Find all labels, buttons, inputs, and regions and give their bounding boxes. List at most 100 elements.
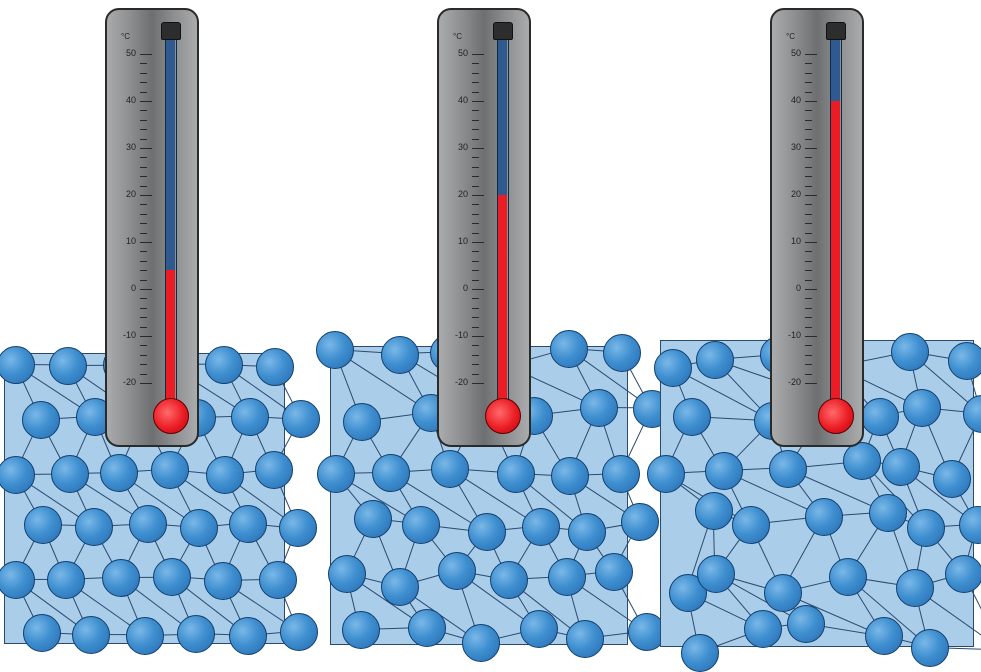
lattice-atom	[280, 613, 318, 651]
thermometer-tick-major	[140, 383, 152, 384]
thermometer-scale-label: 30	[116, 142, 136, 152]
thermometer-tick-minor	[140, 139, 147, 140]
thermometer-tick-minor	[140, 204, 147, 205]
thermometer-tick-major	[472, 383, 484, 384]
thermometer-scale-label: 30	[781, 142, 801, 152]
lattice-atom	[47, 561, 85, 599]
thermometer-tick-minor	[140, 82, 147, 83]
thermometer-tick-major	[140, 336, 152, 337]
thermometer-tick-minor	[140, 233, 147, 234]
lattice-atom	[769, 450, 807, 488]
thermometer-tick-minor	[472, 298, 479, 299]
lattice-atom	[438, 552, 476, 590]
thermometer-tick-minor	[140, 73, 147, 74]
lattice-atom	[948, 342, 981, 380]
thermometer-scale-label: 0	[781, 283, 801, 293]
thermometer-tick-minor	[805, 364, 812, 365]
thermometer-tick-minor	[472, 223, 479, 224]
thermometer-cap	[493, 22, 513, 40]
lattice-atom	[372, 454, 410, 492]
lattice-atom	[744, 610, 782, 648]
thermometer-tick-minor	[805, 298, 812, 299]
thermometer-tick-minor	[140, 176, 147, 177]
thermometer-tick-major	[472, 195, 484, 196]
thermometer-scale-label: 50	[781, 48, 801, 58]
lattice-atom	[381, 568, 419, 606]
lattice-atom	[550, 330, 588, 368]
thermometer-tick-minor	[472, 355, 479, 356]
thermometer-tick-minor	[140, 214, 147, 215]
lattice-atom	[933, 460, 971, 498]
thermometer-tick-minor	[140, 298, 147, 299]
thermometer-tick-minor	[805, 308, 812, 309]
lattice-atom	[259, 561, 297, 599]
lattice-atom	[282, 400, 320, 438]
thermometer: °C-20-1001020304050	[105, 8, 195, 443]
lattice-atom	[256, 348, 294, 386]
thermometer-tick-major	[140, 54, 152, 55]
lattice-atom	[891, 333, 929, 371]
thermometer-scale-label: -10	[781, 330, 801, 340]
thermometer-tick-minor	[472, 82, 479, 83]
thermometer-tick-major	[472, 148, 484, 149]
thermometer-tick-minor	[472, 308, 479, 309]
thermometer-tick-major	[472, 54, 484, 55]
lattice-atom	[204, 562, 242, 600]
thermometer-bulb	[153, 398, 189, 434]
lattice-atom	[566, 620, 604, 658]
thermometer-tick-minor	[805, 157, 812, 158]
thermometer-tick-minor	[805, 251, 812, 252]
lattice-atom	[911, 629, 949, 667]
thermometer-scale-label: 50	[448, 48, 468, 58]
lattice-atom	[102, 559, 140, 597]
thermometer-tick-minor	[472, 139, 479, 140]
thermometer-scale-label: 10	[116, 236, 136, 246]
thermometer-tick-minor	[472, 204, 479, 205]
thermometer-scale-label: 20	[781, 189, 801, 199]
thermometer-tick-minor	[805, 129, 812, 130]
lattice-atom	[697, 555, 735, 593]
thermometer-scale-label: 40	[781, 95, 801, 105]
lattice-atom	[151, 451, 189, 489]
thermometer-tick-minor	[805, 327, 812, 328]
lattice-atom	[654, 349, 692, 387]
lattice-atom	[177, 615, 215, 653]
lattice-atom	[705, 452, 743, 490]
lattice-atom	[551, 457, 589, 495]
thermometer-tick-minor	[472, 327, 479, 328]
lattice-atom	[764, 574, 802, 612]
thermometer-tick-minor	[472, 374, 479, 375]
lattice-atom	[805, 498, 843, 536]
thermometer-scale-label: -20	[448, 377, 468, 387]
thermometer-scale-label: 50	[116, 48, 136, 58]
lattice-atom	[0, 561, 35, 599]
thermometer-tick-minor	[472, 167, 479, 168]
thermometer-unit-label: °C	[786, 32, 795, 41]
thermometer-scale-label: 20	[116, 189, 136, 199]
lattice-atom	[603, 334, 641, 372]
thermometer-tick-minor	[472, 317, 479, 318]
lattice-atom	[861, 398, 899, 436]
thermometer-tick-major	[140, 101, 152, 102]
lattice-atom	[75, 508, 113, 546]
thermometer-tick-minor	[140, 251, 147, 252]
thermometer-scale-label: 40	[448, 95, 468, 105]
lattice-atom	[869, 494, 907, 532]
thermometer-tick-major	[140, 242, 152, 243]
thermometer-tick-minor	[805, 139, 812, 140]
thermometer-tick-minor	[805, 204, 812, 205]
thermometer-tick-major	[805, 148, 817, 149]
thermometer-scale-label: -20	[116, 377, 136, 387]
lattice-atom	[343, 403, 381, 441]
thermometer-tick-minor	[140, 374, 147, 375]
thermometer-tick-minor	[805, 110, 812, 111]
lattice-atom	[896, 569, 934, 607]
lattice-atom	[180, 509, 218, 547]
thermometer: °C-20-1001020304050	[437, 8, 527, 443]
lattice-atom	[279, 509, 317, 547]
thermometer-tick-minor	[472, 364, 479, 365]
thermometer-tick-minor	[140, 308, 147, 309]
lattice-atom	[129, 505, 167, 543]
lattice-atom	[520, 610, 558, 648]
lattice-atom	[696, 341, 734, 379]
